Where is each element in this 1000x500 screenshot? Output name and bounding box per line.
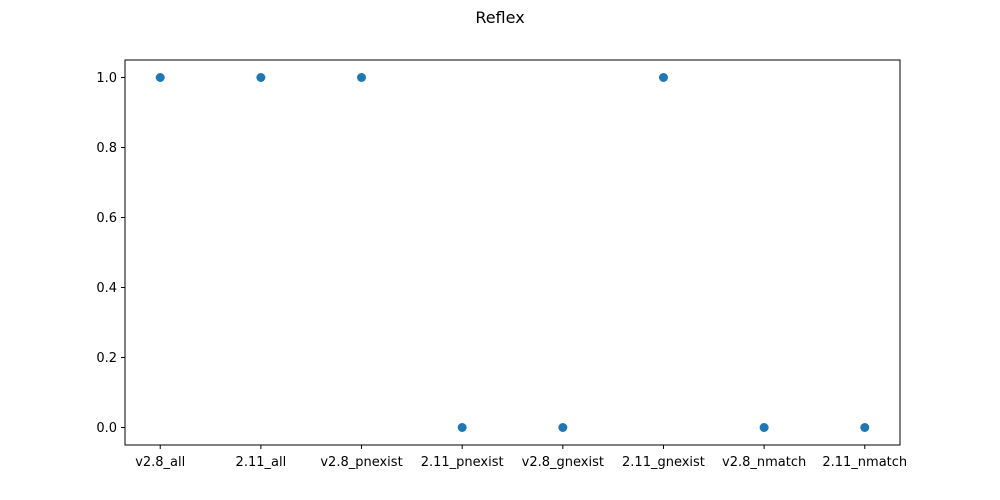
x-tick-label: v2.8_all <box>135 455 185 470</box>
x-tick-label: v2.8_pnexist <box>320 455 402 470</box>
data-point <box>357 73 367 82</box>
data-point <box>256 73 266 82</box>
y-tick-label: 0.8 <box>96 141 117 156</box>
x-tick-label: 2.11_nmatch <box>822 455 907 470</box>
x-axis: v2.8_all 2.11_all v2.8_pnexist 2.11_pnexist… <box>135 445 907 470</box>
x-tick-label: 2.11_pnexist <box>421 455 504 470</box>
data-point <box>759 423 769 432</box>
x-tick-label: v2.8_gnexist <box>522 455 604 470</box>
data-point <box>658 73 668 82</box>
data-points <box>155 73 870 432</box>
y-tick-label: 0.0 <box>96 421 117 436</box>
data-point <box>457 423 467 432</box>
x-tick-label: v2.8_nmatch <box>722 455 806 470</box>
y-tick-label: 1.0 <box>96 71 117 86</box>
y-tick-label: 0.4 <box>96 281 117 296</box>
y-tick-label: 0.2 <box>96 351 117 366</box>
data-point <box>155 73 165 82</box>
plot-area-frame <box>124 59 901 446</box>
x-tick-label: 2.11_gnexist <box>622 455 705 470</box>
data-point <box>860 423 870 432</box>
x-tick-label: 2.11_all <box>236 455 287 470</box>
y-tick-label: 0.6 <box>96 211 117 226</box>
data-point <box>558 423 568 432</box>
y-axis: 0.0 0.2 0.4 0.6 0.8 1.0 <box>96 71 125 436</box>
chart-title: Reflex <box>475 8 524 27</box>
